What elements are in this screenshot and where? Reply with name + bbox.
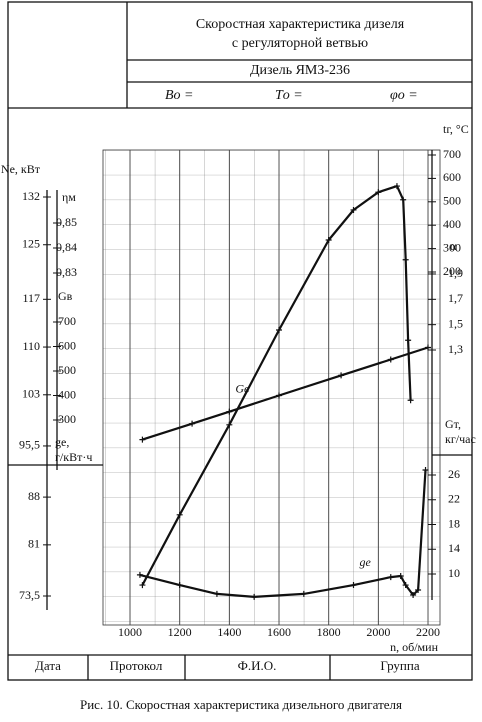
point-marker [251, 593, 258, 600]
y-tick-label: 95,5 [19, 438, 40, 452]
y-axis-label: α [450, 239, 457, 253]
point-marker [407, 397, 414, 404]
y-tick-label: 1,5 [448, 316, 463, 330]
y-tick-label: 125 [22, 236, 40, 250]
y-tick-label: 81 [28, 537, 40, 551]
y-tick-label: 500 [443, 194, 461, 208]
y-tick-label: 132 [22, 189, 40, 203]
point-marker [387, 356, 394, 363]
point-marker [350, 206, 357, 213]
point-marker [325, 236, 332, 243]
caption: Рис. 10. Скоростная характеристика дизел… [80, 697, 402, 712]
y-tick-label: 700 [443, 147, 461, 161]
condition: Tо = [275, 88, 303, 103]
point-marker [415, 587, 422, 594]
curve [141, 185, 412, 586]
y-tick-label: 110 [22, 339, 40, 353]
point-marker [402, 582, 409, 589]
point-marker [139, 582, 146, 589]
point-marker [393, 183, 400, 190]
point-marker [422, 466, 429, 473]
footer-cell: Протокол [110, 658, 163, 673]
y-tick-label: 600 [58, 338, 76, 352]
y-tick-label: 103 [22, 387, 40, 401]
point-marker [226, 408, 233, 415]
y-tick-label: 26 [448, 467, 460, 481]
y-axis-label: Gв [58, 289, 73, 303]
x-tick-label: 2200 [416, 625, 440, 639]
point-marker [397, 572, 404, 579]
y-tick-label: 300 [443, 240, 461, 254]
point-marker [375, 189, 382, 196]
y-axis-label: Nе, кВт [1, 162, 41, 176]
y-tick-label: 0,84 [56, 240, 77, 254]
point-marker [189, 420, 196, 427]
y-tick-label: 10 [448, 566, 460, 580]
y-axis-label: gе, [55, 435, 69, 449]
plot-frame [102, 149, 441, 626]
engine: Дизель ЯМЗ-236 [250, 63, 350, 78]
footer-cell: Дата [35, 658, 61, 673]
point-marker [276, 392, 282, 399]
x-tick-label: 1200 [168, 625, 192, 639]
y-tick-label: 88 [28, 489, 40, 503]
curve [139, 469, 427, 598]
y-tick-label: 73,5 [19, 588, 40, 602]
y-tick-label: 18 [448, 516, 460, 530]
title: с регуляторной ветвью [232, 36, 368, 51]
footer-cell: Группа [380, 658, 419, 673]
y-tick-label: 0,85 [56, 215, 77, 229]
curve-label: Gв [235, 381, 249, 395]
y-axis-label: Gт, [445, 417, 461, 431]
y-tick-label: 400 [443, 217, 461, 231]
point-marker [136, 571, 143, 578]
y-tick-label: 1,7 [448, 291, 463, 305]
point-marker [387, 574, 394, 581]
point-marker [276, 327, 282, 333]
y-tick-label: 600 [443, 170, 461, 184]
x-tick-label: 1400 [217, 625, 241, 639]
y-tick-label: 500 [58, 363, 76, 377]
y-tick-label: 400 [58, 387, 76, 401]
condition: φо = [390, 88, 418, 103]
y-tick-label: 1,9 [448, 266, 463, 280]
y-axis-label: кг/час [445, 432, 476, 446]
x-axis-label: n, об/мин [390, 640, 438, 654]
y-axis-label: ηм [62, 190, 76, 204]
plot-grid [103, 150, 440, 625]
y-tick-label: 14 [448, 541, 460, 555]
y-axis-label: tг, °С [443, 122, 469, 136]
point-marker [338, 372, 345, 379]
y-axis-label: г/кВт·ч [55, 450, 92, 464]
point-marker [139, 436, 146, 443]
condition: Bо = [165, 88, 194, 103]
y-tick-label: 700 [58, 314, 76, 328]
x-tick-label: 1800 [317, 625, 341, 639]
title: Скоростная характеристика дизеля [196, 17, 405, 32]
point-marker [350, 582, 357, 589]
x-tick-label: 1600 [267, 625, 291, 639]
x-tick-label: 2000 [366, 625, 390, 639]
y-tick-label: 1,3 [448, 342, 463, 356]
point-marker [176, 582, 183, 589]
x-tick-label: 1000 [118, 625, 142, 639]
y-tick-label: 200 [443, 264, 461, 278]
y-tick-label: 300 [58, 412, 76, 426]
y-tick-label: 117 [22, 291, 40, 305]
point-marker [405, 337, 412, 344]
form-frame [7, 1, 473, 681]
point-marker [176, 511, 183, 518]
point-marker [425, 344, 431, 351]
point-marker [300, 590, 307, 597]
y-tick-label: 0,83 [56, 265, 77, 279]
curve-label: gе [360, 555, 372, 569]
point-marker [226, 421, 233, 428]
point-marker [213, 590, 220, 597]
point-marker [410, 591, 417, 598]
point-marker [400, 196, 407, 203]
point-marker [402, 256, 409, 263]
y-tick-label: 22 [448, 492, 460, 506]
footer-cell: Ф.И.О. [238, 658, 277, 673]
